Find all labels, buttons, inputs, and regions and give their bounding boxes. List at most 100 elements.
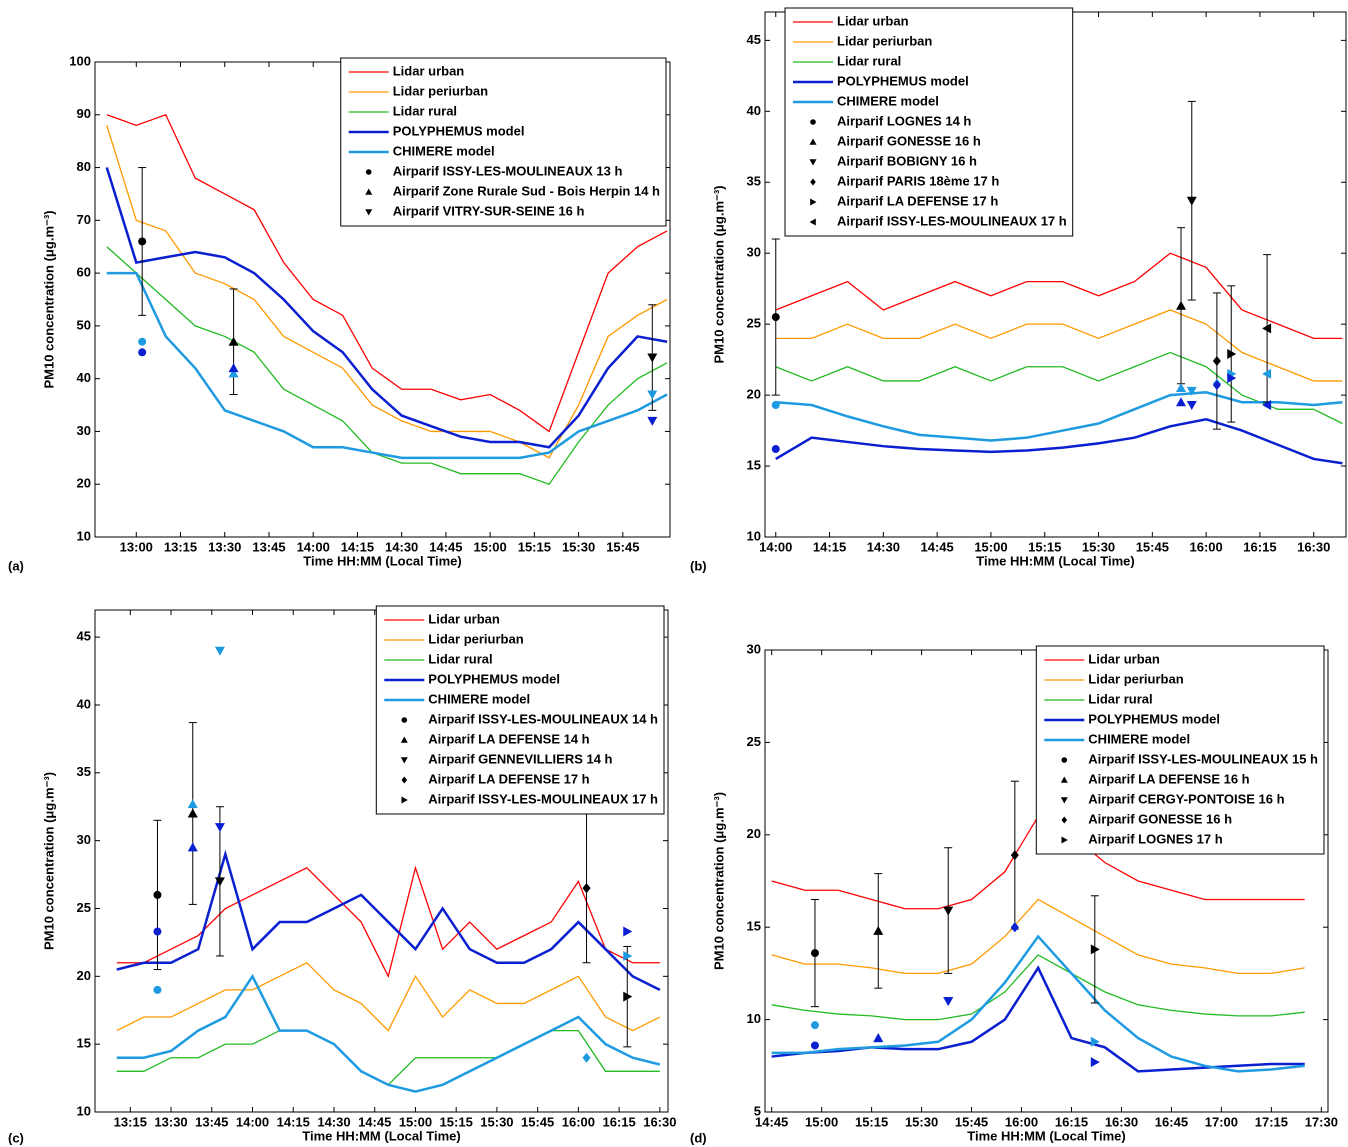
chimere-marker [771, 401, 780, 410]
x-tick-label: 13:30 [154, 1114, 187, 1129]
legend-label: CHIMERE model [837, 93, 939, 108]
x-tick-label: 17:00 [1205, 1114, 1238, 1129]
y-tick-label: 5 [754, 1103, 761, 1118]
y-tick-label: 100 [69, 53, 91, 68]
observation-marker [214, 877, 225, 887]
legend-marker [400, 757, 408, 764]
legend-marker [810, 119, 816, 125]
series-line [775, 252, 1343, 340]
y-tick-label: 35 [747, 174, 761, 189]
legend-label: Airparif ISSY-LES-MOULINEAUX 17 h [428, 791, 658, 806]
legend-label: Lidar periurban [837, 33, 932, 48]
y-tick-label: 20 [747, 826, 761, 841]
polyphemus-marker [214, 823, 225, 833]
chimere-marker [138, 337, 147, 346]
y-axis-label: PM10 concentration (μg.m⁻³) [711, 792, 726, 970]
legend-label: Airparif LA DEFENSE 17 h [837, 193, 998, 208]
legend-label: Airparif LA DEFENSE 14 h [428, 731, 589, 746]
y-tick-label: 45 [77, 629, 91, 644]
polyphemus-marker [153, 927, 162, 936]
y-tick-label: 10 [77, 1103, 91, 1118]
x-tick-label: 14:30 [317, 1114, 350, 1129]
legend-marker [809, 159, 817, 166]
x-tick-label: 16:00 [1005, 1114, 1038, 1129]
y-tick-label: 25 [747, 316, 761, 331]
legend-label: Lidar rural [837, 53, 901, 68]
legend-marker [1060, 776, 1068, 783]
polyphemus-marker [138, 348, 147, 357]
x-tick-label: 13:15 [114, 1114, 147, 1129]
legend: Lidar urban Lidar periurban Lidar rural POL… [1035, 645, 1325, 855]
x-axis-label: Time HH:MM (Local Time) [976, 553, 1134, 568]
observation-marker [1176, 300, 1187, 310]
x-tick-label: 15:15 [440, 1114, 473, 1129]
plot-content [105, 113, 668, 486]
x-tick-label: 16:15 [602, 1114, 635, 1129]
legend-label: Airparif LA DEFENSE 17 h [428, 771, 589, 786]
y-axis-label: PM10 concentration (μg.m⁻³) [41, 772, 56, 950]
polyphemus-marker [187, 842, 198, 852]
legend-label: Airparif ISSY-LES-MOULINEAUX 13 h [393, 163, 623, 178]
polyphemus-marker [1010, 922, 1019, 933]
x-tick-label: 16:15 [1243, 539, 1276, 554]
x-tick-label: 15:45 [606, 539, 639, 554]
legend-label: Lidar periurban [1088, 671, 1183, 686]
x-tick-label: 15:00 [974, 539, 1007, 554]
polyphemus-marker [943, 997, 954, 1007]
x-tick-label: 15:00 [399, 1114, 432, 1129]
x-tick-label: 15:45 [1136, 539, 1169, 554]
x-tick-label: 15:15 [518, 539, 551, 554]
plot-content [771, 100, 1343, 465]
legend: Lidar urban Lidar periurban Lidar rural POL… [375, 605, 665, 815]
plot-content [116, 646, 661, 1093]
legend-label: Lidar periurban [393, 83, 488, 98]
y-axis-label: PM10 concentration (μg.m⁻³) [711, 185, 726, 363]
panel-label: (b) [690, 558, 707, 573]
legend-marker [401, 717, 408, 723]
x-tick-label: 15:00 [805, 1114, 838, 1129]
x-tick-label: 16:45 [1155, 1114, 1188, 1129]
polyphemus-marker [228, 363, 239, 373]
series-line [116, 961, 661, 1032]
x-tick-label: 16:00 [1190, 539, 1223, 554]
legend-label: Airparif PARIS 18ème 17 h [837, 173, 999, 188]
x-tick-label: 14:45 [358, 1114, 391, 1129]
polyphemus-marker [623, 926, 633, 937]
y-tick-label: 10 [77, 528, 91, 543]
legend-label: Airparif ISSY-LES-MOULINEAUX 17 h [837, 213, 1067, 228]
y-tick-label: 40 [747, 103, 761, 118]
legend-label: CHIMERE model [428, 691, 530, 706]
legend-label: Lidar rural [393, 103, 457, 118]
y-tick-label: 15 [747, 457, 761, 472]
series-line [106, 246, 668, 486]
chimere-marker [214, 646, 225, 656]
legend: Lidar urban Lidar periurban Lidar rural POL… [340, 57, 667, 227]
polyphemus-marker [1227, 373, 1237, 384]
panel: 10 15 20 25 30 35 40 45 14:00 14:15 14:30 14:45 15:0… [690, 7, 1347, 573]
chimere-marker [1262, 368, 1272, 379]
legend-marker [1060, 797, 1068, 804]
x-tick-label: 14:45 [921, 539, 954, 554]
y-tick-label: 15 [747, 919, 761, 934]
observation-marker [1010, 850, 1019, 861]
polyphemus-marker [1176, 397, 1187, 407]
x-tick-label: 14:00 [236, 1114, 269, 1129]
x-tick-label: 13:15 [164, 539, 197, 554]
observation-marker [647, 353, 658, 363]
series-line [771, 898, 1305, 975]
x-tick-label: 17:30 [1305, 1114, 1338, 1129]
legend-label: Airparif GONESSE 16 h [1088, 811, 1232, 826]
legend-label: Lidar urban [428, 611, 500, 626]
polyphemus-marker [771, 445, 780, 454]
legend-marker [1061, 836, 1068, 844]
chimere-marker [810, 1021, 819, 1030]
x-tick-label: 14:45 [429, 539, 462, 554]
series-line [775, 391, 1343, 442]
x-tick-label: 14:30 [867, 539, 900, 554]
legend-marker [365, 169, 372, 175]
series-line [116, 849, 661, 992]
y-tick-label: 90 [77, 106, 91, 121]
polyphemus-marker [1262, 400, 1272, 411]
legend-box [1035, 645, 1325, 855]
legend-marker [365, 188, 373, 195]
